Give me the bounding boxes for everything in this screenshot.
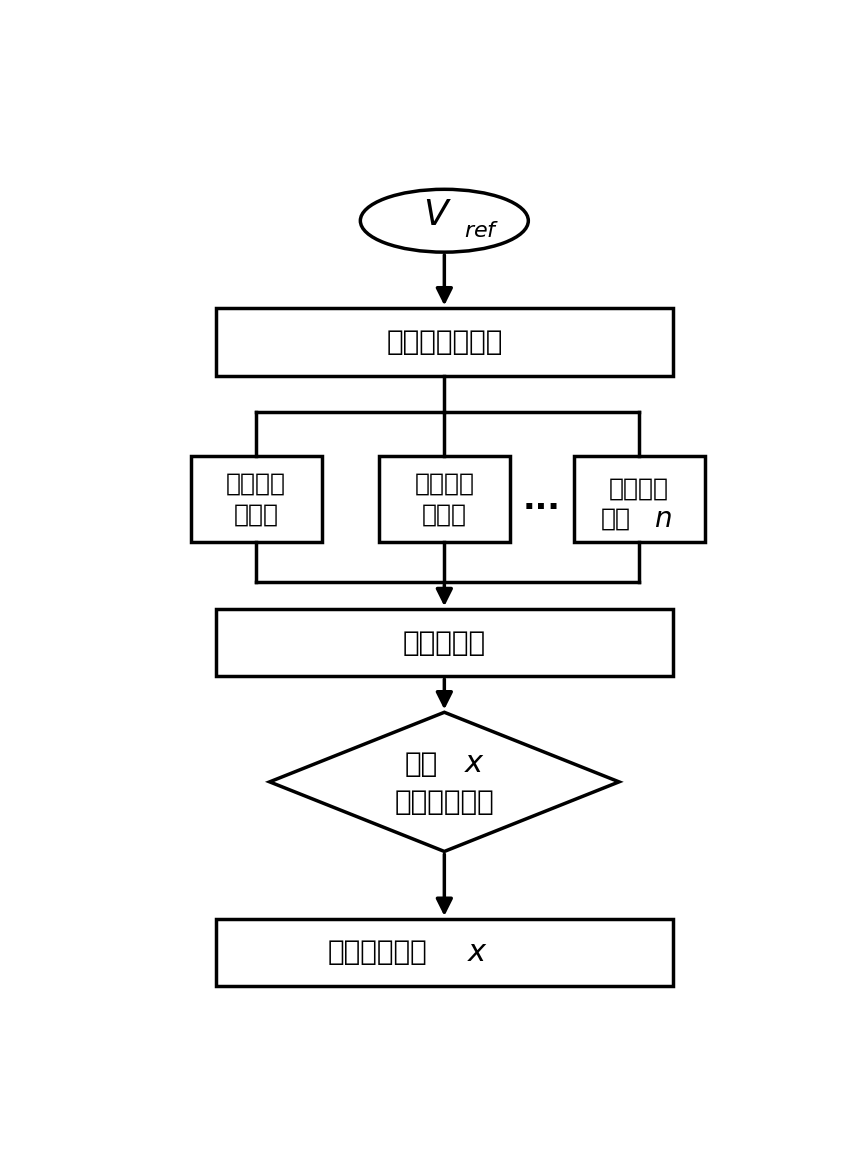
FancyBboxPatch shape (216, 609, 673, 676)
Text: ...: ... (523, 483, 561, 515)
Text: 序列: 序列 (404, 750, 438, 778)
FancyBboxPatch shape (379, 456, 510, 542)
Text: 候选开关
序列１: 候选开关 序列１ (226, 471, 286, 527)
Text: $\mathit{n}$: $\mathit{n}$ (654, 505, 672, 533)
Ellipse shape (361, 189, 528, 252)
Text: $\mathit{V}$: $\mathit{V}$ (423, 198, 452, 232)
Text: 目标函数法: 目标函数法 (403, 628, 486, 656)
FancyBboxPatch shape (574, 456, 705, 542)
Text: 序列: 序列 (601, 507, 631, 531)
Text: 目标函数最小: 目标函数最小 (394, 787, 494, 815)
Text: 参考电压分解法: 参考电压分解法 (386, 328, 503, 356)
Text: 候选开关
序列２: 候选开关 序列２ (414, 471, 474, 527)
FancyBboxPatch shape (216, 308, 673, 375)
Text: $\mathit{x}$: $\mathit{x}$ (467, 937, 488, 967)
FancyBboxPatch shape (216, 919, 673, 986)
Text: $\mathit{x}$: $\mathit{x}$ (465, 750, 486, 779)
FancyBboxPatch shape (191, 456, 322, 542)
Text: 候选开关: 候选开关 (610, 476, 669, 500)
Text: 输出开关序列: 输出开关序列 (328, 939, 427, 967)
Text: $\mathit{ref}$: $\mathit{ref}$ (464, 222, 499, 241)
Polygon shape (270, 712, 619, 851)
